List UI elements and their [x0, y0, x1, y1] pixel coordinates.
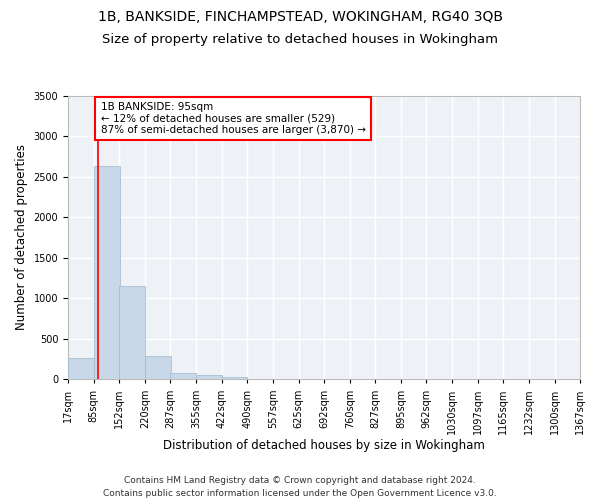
Bar [68, 358, 94, 380]
Text: 1B BANKSIDE: 95sqm
← 12% of detached houses are smaller (529)
87% of semi-detach: 1B BANKSIDE: 95sqm ← 12% of detached hou… [101, 102, 365, 135]
Y-axis label: Number of detached properties: Number of detached properties [15, 144, 28, 330]
Bar [119, 286, 145, 380]
Text: Size of property relative to detached houses in Wokingham: Size of property relative to detached ho… [102, 32, 498, 46]
Bar [196, 375, 222, 380]
Text: 1B, BANKSIDE, FINCHAMPSTEAD, WOKINGHAM, RG40 3QB: 1B, BANKSIDE, FINCHAMPSTEAD, WOKINGHAM, … [97, 10, 503, 24]
X-axis label: Distribution of detached houses by size in Wokingham: Distribution of detached houses by size … [163, 440, 485, 452]
Bar [221, 376, 247, 380]
Text: Contains HM Land Registry data © Crown copyright and database right 2024.
Contai: Contains HM Land Registry data © Crown c… [103, 476, 497, 498]
Bar [170, 373, 196, 380]
Bar [94, 166, 119, 380]
Bar [145, 356, 171, 380]
